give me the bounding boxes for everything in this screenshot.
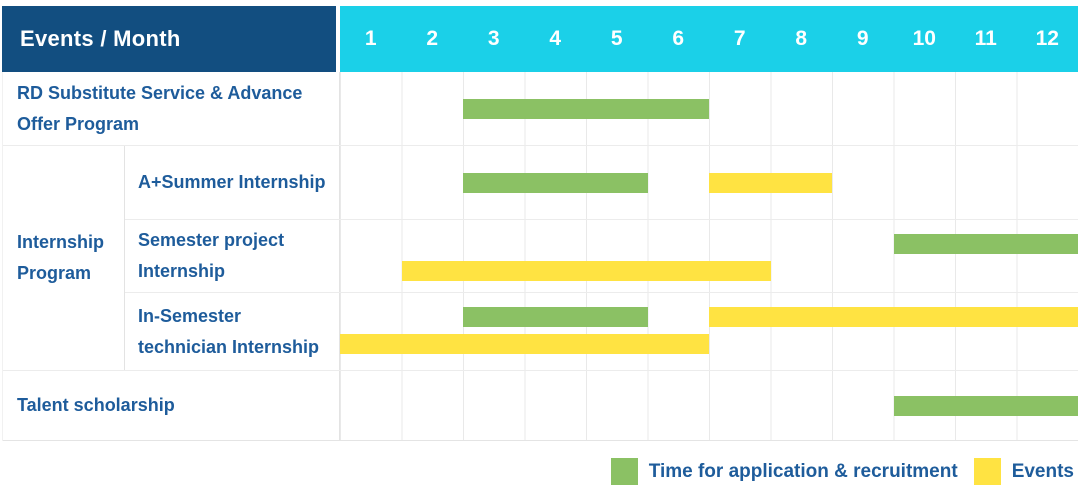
legend: Time for application & recruitment Event… xyxy=(2,458,1078,485)
row-semester-project-internship: Semester project Internship xyxy=(125,220,1078,293)
month-label: 6 xyxy=(672,27,685,50)
legend-label-application: Time for application & recruitment xyxy=(648,460,958,482)
month-label: 2 xyxy=(426,27,439,50)
month-label: 5 xyxy=(610,27,623,50)
month-label: 1 xyxy=(364,27,377,50)
row-a-summer-internship: A+Summer Internship xyxy=(125,146,1078,220)
timeline-cell-a-summer xyxy=(340,146,1078,219)
row-label: In-Semester technician Internship xyxy=(125,293,340,370)
group-rows: A+Summer Internship Semester project Int… xyxy=(125,146,1078,370)
row-rd-substitute: RD Substitute Service & Advance Offer Pr… xyxy=(3,72,1078,146)
month-label: 10 xyxy=(912,27,936,50)
yellow-swatch-icon xyxy=(973,458,1001,485)
month-label: 11 xyxy=(974,27,997,50)
month-header-row: 1 2 3 4 5 6 7 8 9 10 11 12 xyxy=(340,6,1078,72)
bar-application-recruitment xyxy=(463,172,648,193)
header-title-cell: Events / Month xyxy=(2,6,336,72)
timeline-cell-in-semester xyxy=(340,293,1078,370)
timeline-cell-semester-project xyxy=(340,220,1078,292)
row-label: RD Substitute Service & Advance Offer Pr… xyxy=(3,72,340,145)
bar-event xyxy=(340,334,709,354)
timeline-cell-rd-substitute xyxy=(340,72,1078,145)
month-label: 7 xyxy=(733,27,746,50)
timeline-cell-talent-scholarship xyxy=(340,371,1078,440)
table-body: RD Substitute Service & Advance Offer Pr… xyxy=(2,72,1078,441)
bar-event xyxy=(709,172,832,193)
row-talent-scholarship: Talent scholarship xyxy=(3,371,1078,441)
month-label: 12 xyxy=(1035,27,1059,50)
month-label: 8 xyxy=(795,27,808,50)
row-label: A+Summer Internship xyxy=(125,146,340,219)
table-header: Events / Month 1 2 3 4 5 6 7 8 9 10 11 12 xyxy=(2,6,1078,72)
group-label: Internship Program xyxy=(3,146,125,370)
group-internship-program: Internship Program A+Summer Internship S… xyxy=(3,146,1078,371)
bar-application-recruitment xyxy=(463,307,648,327)
month-label: 4 xyxy=(549,27,562,50)
row-label: Semester project Internship xyxy=(125,220,340,292)
row-in-semester-technician-internship: In-Semester technician Internship xyxy=(125,293,1078,370)
green-swatch-icon xyxy=(610,458,638,485)
events-month-table: Events / Month 1 2 3 4 5 6 7 8 9 10 11 12 RD Substi… xyxy=(2,6,1078,441)
bar-application-recruitment xyxy=(893,234,1078,254)
bar-event xyxy=(709,307,1078,327)
legend-label-events: Events xyxy=(1011,460,1074,482)
bar-application-recruitment xyxy=(893,395,1078,416)
month-label: 9 xyxy=(856,27,869,50)
month-label: 3 xyxy=(487,27,500,50)
bar-application-recruitment xyxy=(463,98,709,119)
bar-event xyxy=(401,261,771,281)
row-label: Talent scholarship xyxy=(3,371,340,440)
legend-item-application: Time for application & recruitment xyxy=(610,458,958,485)
legend-item-events: Events xyxy=(973,458,1074,485)
header-title: Events / Month xyxy=(20,26,181,51)
